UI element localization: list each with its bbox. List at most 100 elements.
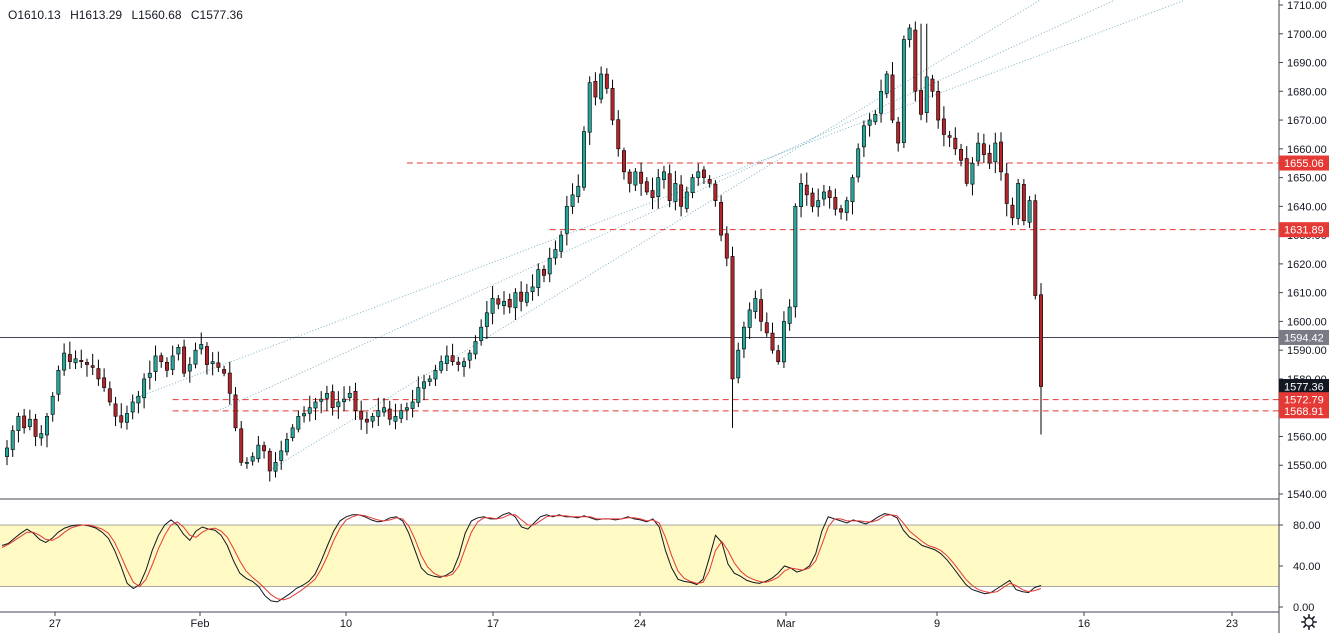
candle-body-37 bbox=[216, 362, 221, 368]
candle-51 bbox=[296, 410, 301, 433]
candle-body-14 bbox=[85, 362, 89, 365]
candle-body-181 bbox=[1039, 294, 1043, 387]
candle-120 bbox=[690, 174, 695, 199]
candle-body-21 bbox=[125, 413, 129, 423]
candle-body-66 bbox=[382, 407, 386, 413]
candle-155 bbox=[890, 61, 895, 124]
candle-168 bbox=[964, 146, 969, 187]
candle-84 bbox=[484, 300, 489, 340]
candle-27 bbox=[159, 352, 164, 368]
candle-125 bbox=[719, 195, 724, 242]
candle-body-38 bbox=[222, 369, 227, 374]
candle-body-51 bbox=[296, 416, 301, 430]
candle-35 bbox=[204, 342, 209, 375]
candle-3 bbox=[22, 408, 27, 434]
price-tick-label-11: 1650.00 bbox=[1287, 173, 1327, 185]
candle-body-3 bbox=[22, 415, 27, 429]
candle-body-174 bbox=[999, 141, 1003, 173]
price-tick-label-2: 1560.00 bbox=[1287, 431, 1327, 443]
candle-body-68 bbox=[393, 416, 398, 422]
candle-body-109 bbox=[627, 171, 632, 184]
candle-body-113 bbox=[650, 190, 655, 199]
candle-body-89 bbox=[513, 292, 518, 309]
candle-153 bbox=[879, 79, 884, 123]
time-tick-label-1: Feb bbox=[191, 618, 210, 630]
time-tick-label-4: 24 bbox=[634, 618, 646, 630]
candle-73 bbox=[422, 374, 426, 401]
gear-icon[interactable] bbox=[1301, 614, 1317, 630]
candle-body-65 bbox=[376, 410, 381, 417]
candle-146 bbox=[839, 204, 844, 220]
candle-body-16 bbox=[96, 368, 101, 380]
candle-121 bbox=[696, 163, 701, 186]
channel-line-1 bbox=[219, 0, 1116, 411]
candle-body-70 bbox=[404, 407, 409, 411]
candle-body-177 bbox=[1016, 183, 1021, 219]
candle-1 bbox=[10, 425, 15, 457]
candle-58 bbox=[336, 391, 341, 419]
candle-47 bbox=[273, 452, 278, 478]
candle-53 bbox=[307, 395, 312, 422]
candle-157 bbox=[901, 35, 906, 149]
candle-96 bbox=[553, 240, 558, 265]
candle-body-112 bbox=[644, 181, 649, 193]
candle-body-150 bbox=[861, 125, 866, 148]
candle-body-130 bbox=[747, 309, 752, 328]
candle-170 bbox=[976, 132, 981, 167]
price-label-text-2: 1594.42 bbox=[1284, 332, 1324, 344]
candle-4 bbox=[27, 409, 32, 431]
candle-95 bbox=[547, 247, 552, 283]
candle-22 bbox=[130, 394, 135, 420]
candle-31 bbox=[182, 339, 187, 377]
candle-57 bbox=[330, 384, 335, 416]
candle-body-25 bbox=[147, 372, 152, 378]
candle-42 bbox=[244, 457, 249, 469]
candle-body-24 bbox=[142, 378, 147, 399]
candle-body-71 bbox=[410, 401, 415, 409]
candle-body-156 bbox=[896, 121, 901, 144]
time-tick-label-6: 9 bbox=[934, 618, 940, 630]
candle-body-127 bbox=[730, 256, 735, 380]
candle-body-178 bbox=[1021, 184, 1026, 222]
candle-body-179 bbox=[1027, 200, 1032, 223]
candle-body-26 bbox=[153, 355, 158, 372]
candle-140 bbox=[804, 172, 809, 206]
candle-body-50 bbox=[290, 427, 295, 439]
candle-108 bbox=[622, 147, 626, 180]
candle-175 bbox=[1004, 163, 1009, 217]
candle-6 bbox=[39, 425, 44, 446]
stoch-tick-label-0: 0.00 bbox=[1293, 602, 1314, 614]
candle-body-64 bbox=[370, 416, 375, 422]
candle-98 bbox=[564, 195, 569, 246]
candle-body-19 bbox=[113, 403, 118, 417]
candle-158 bbox=[907, 24, 912, 48]
candle-59 bbox=[342, 386, 347, 412]
candle-21 bbox=[125, 405, 129, 430]
candle-body-53 bbox=[307, 407, 312, 414]
stoch-d-line bbox=[1, 514, 1042, 601]
candle-body-88 bbox=[507, 298, 512, 308]
candle-body-165 bbox=[947, 135, 952, 138]
candle-50 bbox=[290, 424, 295, 442]
candle-body-46 bbox=[267, 450, 272, 472]
candle-body-28 bbox=[164, 361, 169, 371]
candle-body-33 bbox=[193, 349, 198, 365]
candle-94 bbox=[542, 265, 546, 283]
candle-131 bbox=[753, 290, 758, 319]
candle-179 bbox=[1027, 196, 1032, 228]
candle-74 bbox=[427, 375, 432, 387]
candle-body-135 bbox=[776, 350, 781, 362]
candle-body-100 bbox=[576, 185, 581, 197]
price-label-box-0 bbox=[1279, 155, 1329, 171]
candle-body-6 bbox=[39, 433, 44, 439]
candle-161 bbox=[924, 23, 929, 123]
candle-body-34 bbox=[199, 344, 204, 350]
price-tick-label-0: 1540.00 bbox=[1287, 489, 1327, 501]
candle-18 bbox=[107, 381, 112, 406]
candle-body-168 bbox=[964, 158, 969, 184]
candle-154 bbox=[884, 70, 889, 99]
price-tick-label-15: 1690.00 bbox=[1287, 58, 1327, 70]
time-tick-label-5: Mar bbox=[777, 618, 796, 630]
candle-body-149 bbox=[856, 148, 861, 178]
